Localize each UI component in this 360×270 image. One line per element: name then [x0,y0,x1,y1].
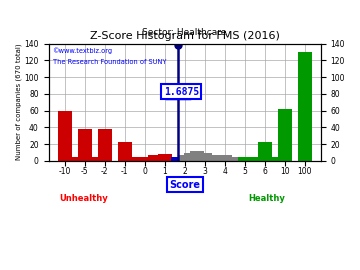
Bar [66,157,80,161]
Text: Unhealthy: Unhealthy [59,194,108,202]
Bar [274,157,288,161]
Bar [263,157,277,161]
Title: Z-Score Histogram for FMS (2016): Z-Score Histogram for FMS (2016) [90,31,280,41]
Bar [91,157,105,161]
Text: ©www.textbiz.org: ©www.textbiz.org [53,47,113,54]
Bar [230,157,244,161]
Bar [268,157,282,161]
Bar [276,157,290,161]
Text: The Research Foundation of SUNY: The Research Foundation of SUNY [53,59,166,65]
Bar [244,157,258,161]
Bar [298,52,312,161]
Bar [259,157,273,161]
Bar [210,155,224,161]
Bar [58,110,72,161]
Bar [261,157,275,161]
Text: Score: Score [169,180,200,190]
Bar [224,157,238,161]
Bar [264,157,278,161]
Bar [238,157,252,161]
Bar [266,157,280,161]
Bar [62,157,76,161]
Bar [73,157,87,161]
Bar [258,142,272,161]
Bar [84,157,98,161]
Bar [177,155,192,161]
Bar [184,153,198,161]
Bar [171,157,185,161]
Bar [190,151,204,161]
Bar [163,157,177,161]
Bar [218,155,232,161]
Text: Healthy: Healthy [248,194,285,202]
Y-axis label: Number of companies (670 total): Number of companies (670 total) [15,44,22,160]
Bar [269,157,283,161]
Bar [118,142,132,161]
Bar [138,157,152,161]
Bar [204,155,218,161]
Bar [198,153,212,161]
Bar [278,109,292,161]
Text: 1.6875: 1.6875 [164,87,199,97]
Bar [127,157,141,161]
Text: Sector: Healthcare: Sector: Healthcare [143,28,227,37]
Bar [148,155,162,161]
Bar [69,157,84,161]
Bar [271,157,285,161]
Bar [158,154,172,161]
Bar [273,157,287,161]
Bar [250,157,264,161]
Bar [98,129,112,161]
Bar [77,129,91,161]
